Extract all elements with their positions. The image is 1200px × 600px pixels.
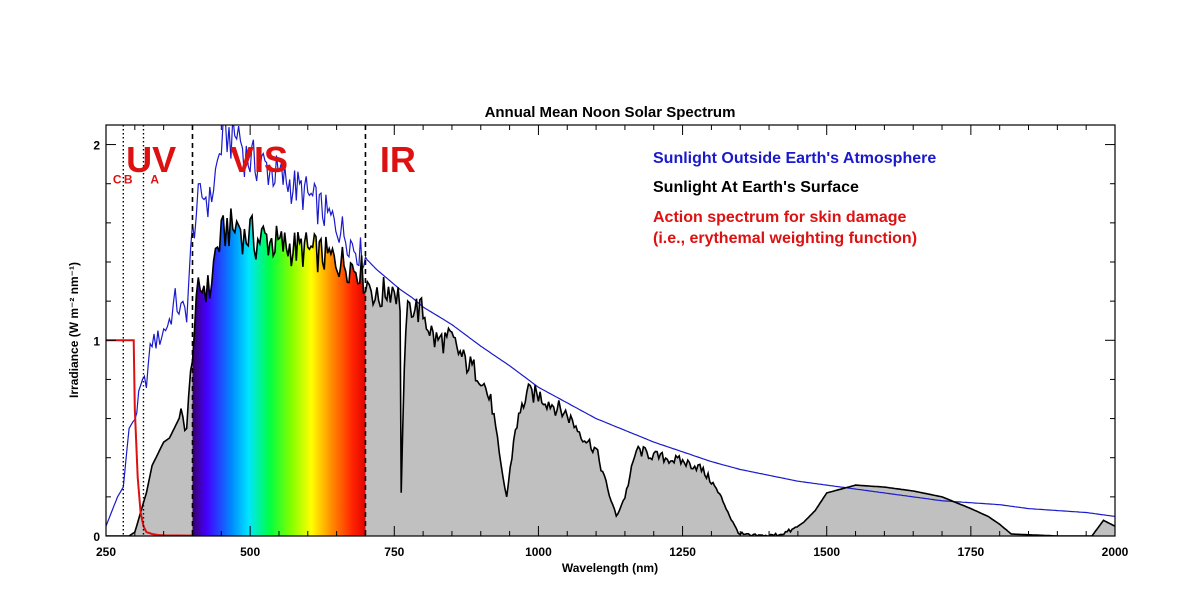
x-axis-ticks: 250 500 750 1000 1250 1500 1750 2000 <box>96 125 1129 559</box>
region-label-uv: UV <box>126 139 176 180</box>
x-tick-label: 1500 <box>813 545 840 559</box>
legend-entry-erythemal: Action spectrum for skin damage <box>653 209 906 226</box>
legend-entry-surface: Sunlight At Earth's Surface <box>653 179 859 196</box>
y-tick-label: 1 <box>93 334 100 348</box>
plot-frame <box>105 124 1116 537</box>
x-tick-label: 250 <box>96 545 116 559</box>
x-tick-label: 1750 <box>958 545 985 559</box>
legend-entry-erythemal-note: (i.e., erythemal weighting function) <box>653 230 917 247</box>
y-tick-label: 2 <box>93 139 100 153</box>
region-label-vis: VIS <box>230 139 288 180</box>
x-tick-label: 1250 <box>669 545 696 559</box>
y-tick-label: 0 <box>93 530 100 544</box>
x-tick-label: 2000 <box>1102 545 1129 559</box>
series-line-surface <box>106 208 1115 536</box>
y-axis-ticks: 0 1 2 <box>93 139 1115 544</box>
x-tick-label: 750 <box>384 545 404 559</box>
visible-spectrum-band <box>192 208 366 536</box>
x-tick-label: 1000 <box>525 545 552 559</box>
series-line-extraterrestrial <box>106 125 1115 527</box>
chart-title: Annual Mean Noon Solar Spectrum <box>485 104 736 121</box>
legend-entry-extraterrestrial: Sunlight Outside Earth's Atmosphere <box>653 150 936 167</box>
x-tick-label: 500 <box>240 545 260 559</box>
region-labels: UV VIS IR C B A <box>113 139 416 187</box>
region-label-b: B <box>124 173 133 187</box>
y-axis-label: Irradiance (W m⁻² nm⁻¹) <box>67 262 81 398</box>
region-boundaries <box>122 125 367 536</box>
region-label-c: C <box>113 173 122 187</box>
x-axis-label: Wavelength (nm) <box>562 561 658 575</box>
region-label-ir: IR <box>380 139 416 180</box>
chart-legend: Sunlight Outside Earth's Atmosphere Sunl… <box>653 150 936 247</box>
region-label-a: A <box>150 173 159 187</box>
